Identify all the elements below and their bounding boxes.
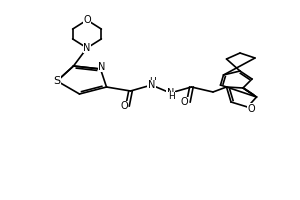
Text: N: N: [98, 62, 106, 72]
Text: O: O: [181, 97, 189, 107]
Text: H: H: [169, 92, 175, 101]
Text: H: H: [150, 77, 156, 86]
Text: S: S: [53, 76, 61, 86]
Text: N: N: [148, 80, 155, 90]
Text: N: N: [167, 88, 174, 98]
Text: N: N: [83, 43, 91, 53]
Text: O: O: [83, 15, 91, 25]
Text: O: O: [248, 104, 255, 114]
Text: O: O: [120, 101, 128, 111]
